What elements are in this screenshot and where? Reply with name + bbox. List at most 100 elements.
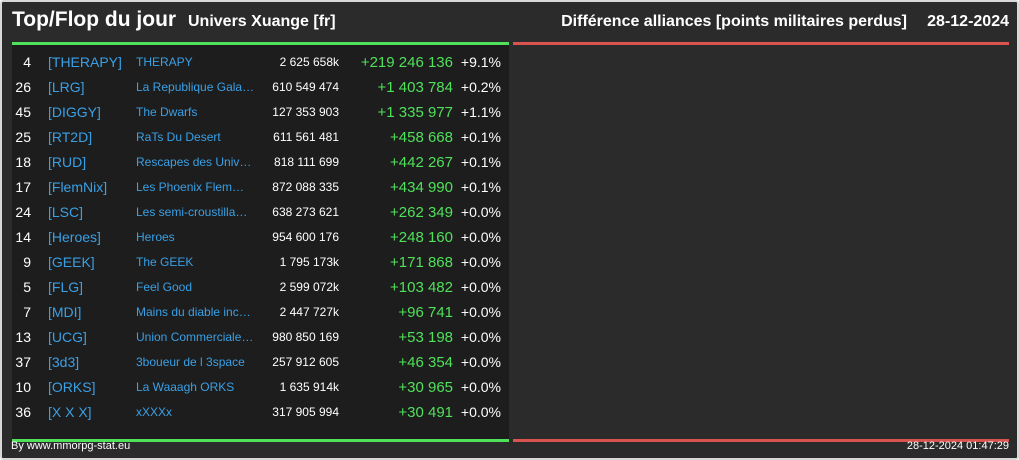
diff-cell: +30 491 [398, 404, 453, 421]
alliance-name-link[interactable]: La Waaagh ORKS [136, 380, 235, 394]
percent-cell: +0.0% [460, 329, 501, 345]
percent-cell: +0.0% [460, 379, 501, 395]
percent-cell: +0.2% [460, 79, 501, 95]
rank-cell: 9 [23, 254, 31, 270]
percent-cell: +0.0% [460, 254, 501, 270]
diff-cell: +434 990 [390, 179, 453, 196]
alliance-tag-link[interactable]: [MDI] [48, 304, 82, 320]
points-cell: 257 912 605 [272, 355, 339, 369]
alliance-name-link[interactable]: THERAPY [136, 55, 193, 69]
points-cell: 1 635 914k [279, 380, 339, 394]
percent-cell: +0.0% [460, 304, 501, 320]
percent-cell: +0.0% [460, 354, 501, 370]
alliance-tag-link[interactable]: [ORKS] [48, 379, 96, 395]
rank-cell: 37 [15, 354, 31, 370]
alliance-name-link[interactable]: La Republique Gala… [136, 80, 255, 94]
diff-cell: +171 868 [390, 254, 453, 271]
alliance-tag-link[interactable]: [RT2D] [48, 129, 93, 145]
alliance-tag-link[interactable]: [X X X] [48, 404, 92, 420]
table-row: 7 [MDI] Mains du diable inco… 2 447 727k +96… [12, 300, 509, 325]
percent-cell: +0.1% [460, 129, 501, 145]
top-list: 4 [THERAPY] THERAPY 2 625 658k +219 246 136 +… [12, 50, 509, 425]
diff-cell: +30 965 [398, 379, 453, 396]
alliance-name-link[interactable]: Rescapes des Univ… [136, 155, 252, 169]
alliance-tag-link[interactable]: [UCG] [48, 329, 87, 345]
rank-cell: 5 [23, 279, 31, 295]
alliance-tag-link[interactable]: [FLG] [48, 279, 84, 295]
alliance-name-link[interactable]: Les Phoenix Flem… [136, 180, 245, 194]
rank-cell: 14 [15, 229, 31, 245]
rank-cell: 13 [15, 329, 31, 345]
percent-cell: +0.1% [460, 179, 501, 195]
alliance-tag-link[interactable]: [LRG] [48, 79, 85, 95]
table-row: 18 [RUD] Rescapes des Univ… 818 111 699 +442… [12, 150, 509, 175]
diff-cell: +103 482 [390, 279, 453, 296]
alliance-name-link[interactable]: The Dwarfs [136, 105, 198, 119]
table-row: 25 [RT2D] RaTs Du Desert 611 561 481 +458 66… [12, 125, 509, 150]
ranking-date: 28-12-2024 [927, 13, 1009, 30]
rank-cell: 25 [15, 129, 31, 145]
top-panel: 4 [THERAPY] THERAPY 2 625 658k +219 246 136 +… [12, 42, 509, 442]
table-row: 45 [DIGGY] The Dwarfs 127 353 903 +1 335 977… [12, 100, 509, 125]
alliance-tag-link[interactable]: [DIGGY] [48, 104, 101, 120]
alliance-tag-link[interactable]: [LSC] [48, 204, 84, 220]
alliance-name-link[interactable]: RaTs Du Desert [136, 130, 221, 144]
percent-cell: +0.1% [460, 154, 501, 170]
alliance-name-link[interactable]: Feel Good [136, 280, 193, 294]
rank-cell: 26 [15, 79, 31, 95]
rank-cell: 18 [15, 154, 31, 170]
alliance-tag-link[interactable]: [3d3] [48, 354, 80, 370]
points-cell: 1 795 173k [279, 255, 339, 269]
alliance-name-link[interactable]: xXXXx [136, 405, 173, 419]
alliance-name-link[interactable]: The GEEK [136, 255, 194, 269]
table-row: 37 [3d3] 3boueur de l 3space 257 912 605 +46… [12, 350, 509, 375]
alliance-name-link[interactable]: Les semi-croustilla… [136, 205, 248, 219]
universe-label: Univers Xuange [fr] [188, 13, 336, 30]
diff-cell: +1 335 977 [377, 104, 454, 121]
diff-cell: +262 349 [390, 204, 453, 221]
rank-cell: 7 [23, 304, 31, 320]
points-cell: 2 447 727k [279, 305, 339, 319]
diff-cell: +248 160 [390, 229, 453, 246]
percent-cell: +0.0% [460, 204, 501, 220]
diff-cell: +53 198 [398, 329, 453, 346]
rank-cell: 4 [23, 54, 31, 70]
percent-cell: +0.0% [460, 404, 501, 420]
alliance-name-link[interactable]: Heroes [136, 230, 175, 244]
diff-cell: +442 267 [390, 154, 453, 171]
diff-cell: +458 668 [390, 129, 453, 146]
rank-cell: 17 [15, 179, 31, 195]
table-row: 9 [GEEK] The GEEK 1 795 173k +171 868 +0.0% [12, 250, 509, 275]
diff-cell: +1 403 784 [377, 79, 454, 96]
rank-cell: 45 [15, 104, 31, 120]
rank-cell: 24 [15, 204, 31, 220]
alliance-tag-link[interactable]: [Heroes] [48, 229, 101, 245]
alliance-tag-link[interactable]: [THERAPY] [48, 54, 122, 70]
page-title: Top/Flop du jour [12, 8, 177, 31]
percent-cell: +9.1% [460, 54, 501, 70]
diff-cell: +96 741 [398, 304, 453, 321]
points-cell: 818 111 699 [274, 155, 339, 169]
alliance-tag-link[interactable]: [FlemNix] [48, 179, 108, 195]
flop-panel [513, 42, 1009, 442]
alliance-name-link[interactable]: Union Commerciale… [136, 330, 254, 344]
footer-timestamp: 28-12-2024 01:47:29 [906, 440, 1009, 452]
table-row: 10 [ORKS] La Waaagh ORKS 1 635 914k +30 965 +… [12, 375, 509, 400]
table-row: 36 [X X X] xXXXx 317 905 994 +30 491 +0.0% [12, 400, 509, 425]
diff-cell: +46 354 [398, 354, 453, 371]
points-cell: 610 549 474 [272, 80, 339, 94]
alliance-tag-link[interactable]: [GEEK] [48, 254, 95, 270]
points-cell: 954 600 176 [272, 230, 339, 244]
alliance-name-link[interactable]: Mains du diable inco… [136, 305, 256, 319]
table-row: 14 [Heroes] Heroes 954 600 176 +248 160 +0.0% [12, 225, 509, 250]
points-cell: 638 273 621 [272, 205, 339, 219]
table-row: 24 [LSC] Les semi-croustilla… 638 273 621 +2… [12, 200, 509, 225]
points-cell: 2 599 072k [279, 280, 339, 294]
rank-cell: 10 [15, 379, 31, 395]
footer-credit: By www.mmorpg-stat.eu [11, 440, 131, 452]
table-row: 5 [FLG] Feel Good 2 599 072k +103 482 +0.0% [12, 275, 509, 300]
alliance-name-link[interactable]: 3boueur de l 3space [136, 355, 245, 369]
percent-cell: +0.0% [460, 279, 501, 295]
alliance-tag-link[interactable]: [RUD] [48, 154, 87, 170]
